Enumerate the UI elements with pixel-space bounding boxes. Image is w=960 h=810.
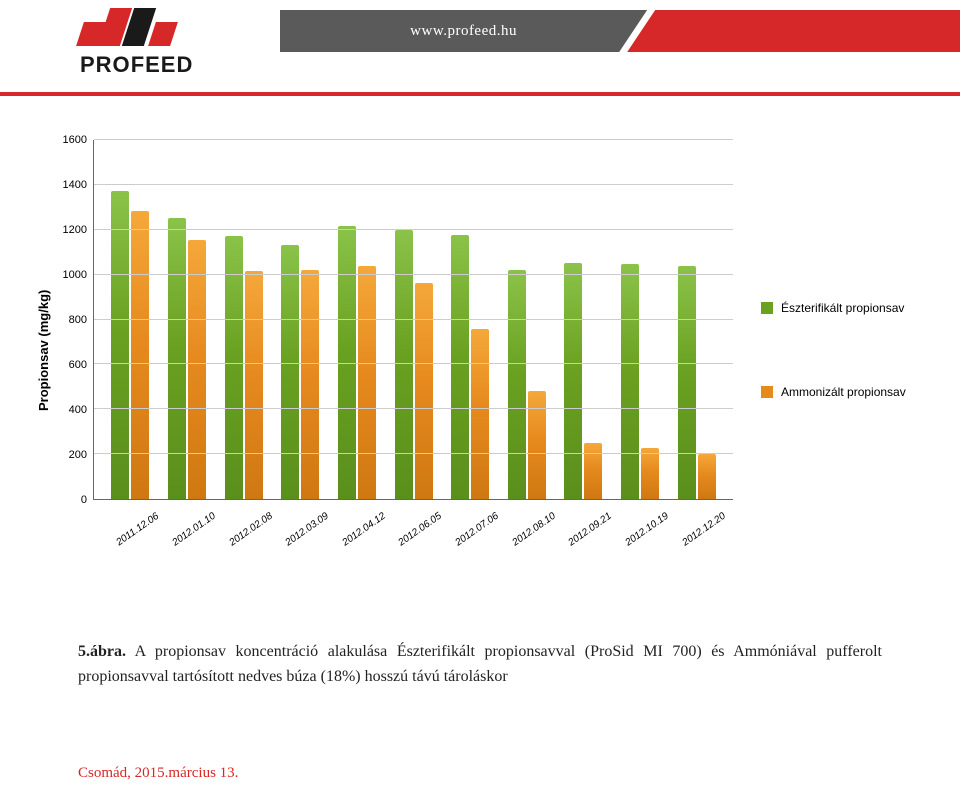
- brand-pro: PRO: [80, 52, 131, 77]
- y-tick: 1600: [63, 134, 87, 146]
- bar-ammonized: [415, 283, 433, 499]
- bar-ammonized: [641, 448, 659, 499]
- y-tick: 200: [69, 449, 87, 461]
- x-tick-label: 2012.02.08: [215, 499, 272, 518]
- bar-ammonized: [301, 270, 319, 500]
- figure-caption: 5.ábra. A propionsav koncentráció alakul…: [78, 640, 882, 690]
- bar-group: [272, 140, 329, 499]
- bar-group: [442, 140, 499, 499]
- gridline: [94, 274, 733, 275]
- bar-group: [498, 140, 555, 499]
- y-tick: 800: [69, 314, 87, 326]
- legend-swatch-ammonized: [761, 386, 773, 398]
- bar-group: [668, 140, 725, 499]
- legend-label-ammonized: Ammonizált propionsav: [781, 385, 906, 399]
- bar-ammonized: [584, 443, 602, 499]
- x-tick-label: 2012.09.21: [555, 499, 612, 518]
- x-tick-label: 2012.12.20: [668, 499, 725, 518]
- bar-ammonized: [698, 454, 716, 499]
- website-banner: www.profeed.hu: [280, 10, 647, 52]
- gridline: [94, 184, 733, 185]
- legend-item-esterified: Észterifikált propionsav: [761, 301, 932, 315]
- y-axis: 02004006008001000120014001600: [51, 140, 93, 500]
- bar-ammonized: [358, 266, 376, 499]
- bar-ammonized: [188, 240, 206, 499]
- bar-group: [385, 140, 442, 499]
- logo: PROFEED: [80, 8, 193, 78]
- bar-esterified: [678, 266, 696, 499]
- header: PROFEED www.profeed.hu: [0, 0, 960, 100]
- y-tick: 1200: [63, 224, 87, 236]
- bar-group: [555, 140, 612, 499]
- plot-area: 2011.12.062012.01.102012.02.082012.03.09…: [93, 140, 733, 500]
- brand-text: PROFEED: [80, 52, 193, 78]
- gridline: [94, 319, 733, 320]
- bar-group: [329, 140, 386, 499]
- bar-ammonized: [245, 271, 263, 499]
- bar-esterified: [281, 245, 299, 499]
- bar-ammonized: [471, 329, 489, 499]
- x-tick-label: 2012.10.19: [612, 499, 669, 518]
- x-axis-labels: 2011.12.062012.01.102012.02.082012.03.09…: [94, 499, 733, 518]
- header-underline: [0, 92, 960, 96]
- legend-item-ammonized: Ammonizált propionsav: [761, 385, 932, 399]
- y-tick: 1000: [63, 269, 87, 281]
- x-tick-label: 2012.03.09: [272, 499, 329, 518]
- bar-group: [102, 140, 159, 499]
- bar-esterified: [225, 236, 243, 499]
- bar-esterified: [395, 230, 413, 499]
- legend: Észterifikált propionsav Ammonizált prop…: [733, 140, 932, 560]
- gridline: [94, 229, 733, 230]
- bar-esterified: [338, 226, 356, 499]
- bar-group: [215, 140, 272, 499]
- x-tick-label: 2012.08.10: [498, 499, 555, 518]
- bars-container: [94, 140, 733, 499]
- legend-swatch-esterified: [761, 302, 773, 314]
- x-tick-label: 2012.01.10: [159, 499, 216, 518]
- website-url: www.profeed.hu: [410, 23, 517, 40]
- gridline: [94, 363, 733, 364]
- x-tick-label: 2012.06.05: [385, 499, 442, 518]
- bar-esterified: [621, 264, 639, 499]
- gridline: [94, 139, 733, 140]
- top-banner: www.profeed.hu: [280, 10, 960, 52]
- y-tick: 1400: [63, 179, 87, 191]
- bar-group: [159, 140, 216, 499]
- bar-group: [612, 140, 669, 499]
- chart: Propionsav (mg/kg) 0 200 400 600 800 1000 1200…: [32, 140, 932, 560]
- x-tick-label: 2012.07.06: [442, 499, 499, 518]
- bar-ammonized: [131, 211, 149, 499]
- gridline: [94, 408, 733, 409]
- x-tick-label: 2011.12.06: [102, 499, 159, 518]
- x-tick-label: 2012.04.12: [329, 499, 386, 518]
- y-tick: 400: [69, 404, 87, 416]
- bar-esterified: [564, 263, 582, 499]
- logo-mark: [80, 8, 174, 46]
- bar-ammonized: [528, 391, 546, 499]
- footer-date: Csomád, 2015.március 13.: [78, 765, 238, 782]
- caption-text: A propionsav koncentráció alakulása Észt…: [78, 643, 882, 685]
- caption-label: 5.ábra.: [78, 643, 126, 660]
- bar-esterified: [508, 270, 526, 500]
- y-tick: 0: [81, 494, 87, 506]
- bar-esterified: [168, 218, 186, 499]
- y-tick: 600: [69, 359, 87, 371]
- legend-label-esterified: Észterifikált propionsav: [781, 301, 904, 315]
- brand-feed: FEED: [131, 52, 194, 77]
- y-axis-label: Propionsav (mg/kg): [32, 140, 51, 560]
- banner-red: [627, 10, 960, 52]
- gridline: [94, 453, 733, 454]
